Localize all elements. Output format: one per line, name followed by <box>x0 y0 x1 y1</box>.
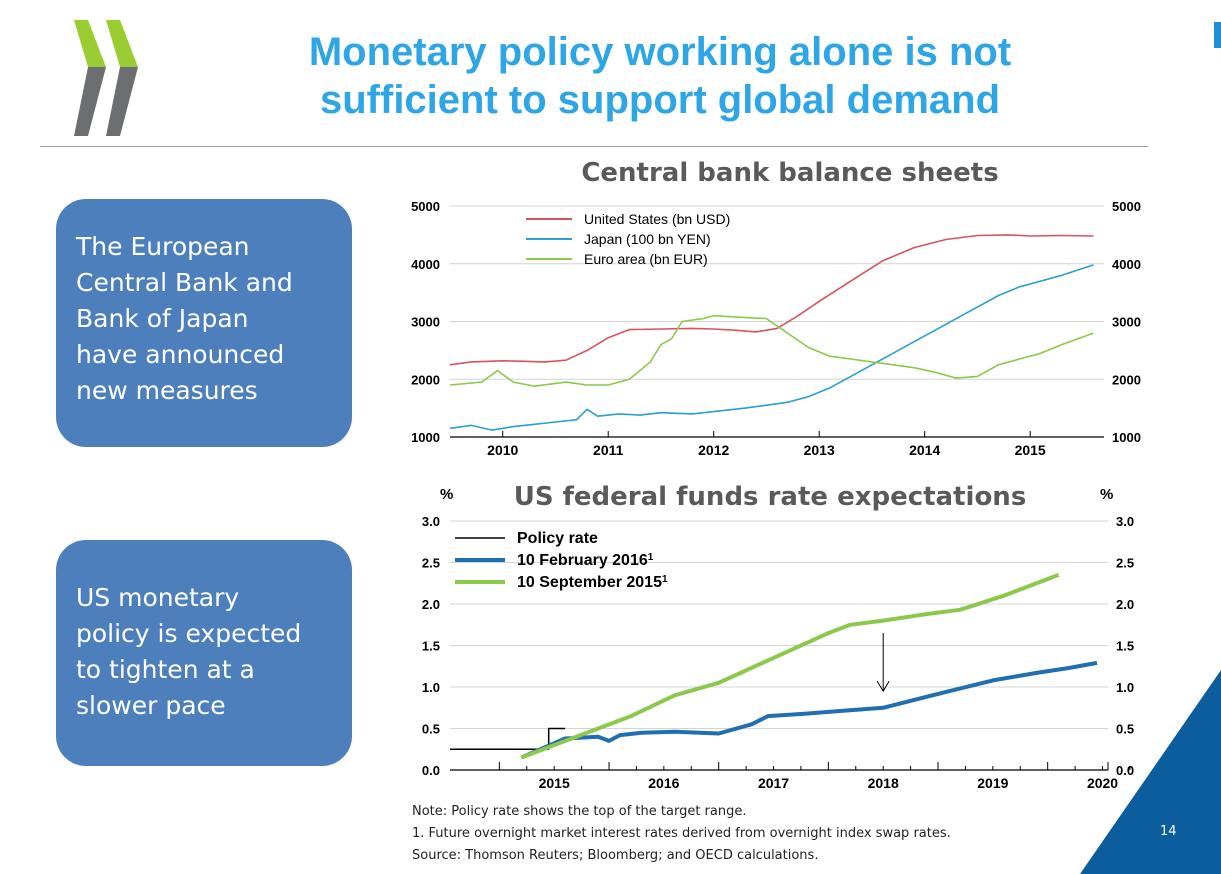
callout-line: slower pace <box>76 691 226 720</box>
title-line-2: sufficient to support global demand <box>320 78 1000 122</box>
x-tick-label: 2014 <box>909 442 940 458</box>
oecd-logo <box>74 20 138 136</box>
y-tick-label-left: 0.0 <box>422 763 440 778</box>
callout-line: US monetary <box>76 583 240 612</box>
legend-label: Japan (100 bn YEN) <box>584 231 711 247</box>
page-number: 14 <box>1160 824 1177 839</box>
chart1-title: Central bank balance sheets <box>581 158 999 188</box>
y-tick-label-right: 3000 <box>1112 315 1141 330</box>
callout-line: The European <box>76 232 250 261</box>
callout-box-us-policy: US monetary policy is expected to tighte… <box>56 540 352 766</box>
y-tick-label-left: 3000 <box>411 315 440 330</box>
blue-tab-decoration <box>1214 22 1221 48</box>
slide-title: Monetary policy working alone is not suf… <box>180 28 1140 124</box>
y-tick-label-left: 4000 <box>411 257 440 272</box>
logo-grey-chevron-right <box>106 67 138 136</box>
chart-notes: Note: Policy rate shows the top of the t… <box>412 801 951 867</box>
y-tick-label-right: 1000 <box>1112 430 1141 445</box>
note-line: Note: Policy rate shows the top of the t… <box>412 804 747 819</box>
x-tick-label: 2015 <box>1015 442 1046 458</box>
callout-line: Bank of Japan <box>76 304 249 333</box>
series-line-1 <box>449 264 1094 431</box>
y-tick-label-right: 3.0 <box>1116 514 1134 529</box>
callout-box-ecb-boj: The European Central Bank and Bank of Ja… <box>56 199 352 447</box>
y-tick-label-left: 2.5 <box>422 556 440 571</box>
series-line-0 <box>449 234 1094 366</box>
note-line: Source: Thomson Reuters; Bloomberg; and … <box>412 848 819 863</box>
y-tick-label-right: 2000 <box>1112 372 1141 387</box>
legend-label: 10 September 20151 <box>517 574 668 592</box>
title-line-1: Monetary policy working alone is not <box>308 30 1012 74</box>
y-tick-label-right: 1.0 <box>1116 680 1134 695</box>
callout-line: Central Bank and <box>76 268 293 297</box>
x-tick-label: 2018 <box>868 775 899 791</box>
callout-line: have announced <box>76 340 285 369</box>
y-tick-label-left: 1.0 <box>422 680 440 695</box>
callout-line: policy is expected <box>76 619 302 648</box>
y-tick-label-left: 1.5 <box>422 639 440 654</box>
logo-green-chevron-left <box>74 20 106 67</box>
logo-grey-chevron-left <box>74 67 106 136</box>
series-line-2 <box>520 573 1060 760</box>
annotation-arrow-head <box>876 680 890 693</box>
y-tick-label-left: 5000 <box>411 199 440 214</box>
x-tick-label: 2016 <box>648 775 679 791</box>
chart2-right-unit: % <box>1100 486 1114 503</box>
callout-line: to tighten at a <box>76 655 255 684</box>
x-tick-label: 2013 <box>804 442 835 458</box>
x-tick-label: 2017 <box>758 775 789 791</box>
legend-label: 10 February 20161 <box>517 552 654 570</box>
x-tick-label: 2019 <box>977 775 1008 791</box>
callout-line: new measures <box>76 376 258 405</box>
y-tick-label-right: 2.0 <box>1116 597 1134 612</box>
balance-sheets-chart: 1000 1000 2000 2000 3000 3000 4000 4000 5000 5000… <box>411 199 1141 458</box>
y-tick-label-left: 3.0 <box>422 514 440 529</box>
legend-footnote: 1 <box>662 574 668 585</box>
y-tick-label-left: 2.0 <box>422 597 440 612</box>
chart2-title: US federal funds rate expectations <box>513 482 1027 512</box>
y-tick-label-left: 2000 <box>411 372 440 387</box>
series-line-0 <box>450 727 566 751</box>
legend-footnote: 1 <box>648 552 654 563</box>
legend-label: Policy rate <box>517 530 598 547</box>
series-line-2 <box>449 314 1094 387</box>
y-tick-label-left: 0.5 <box>422 722 440 737</box>
x-tick-label: 2020 <box>1087 775 1118 791</box>
y-tick-label-right: 0.5 <box>1116 722 1134 737</box>
y-tick-label-left: 1000 <box>411 430 440 445</box>
series-line-1 <box>520 660 1098 760</box>
x-tick-label: 2015 <box>539 775 570 791</box>
chart2-left-unit: % <box>440 486 454 503</box>
x-tick-label: 2012 <box>698 442 729 458</box>
y-tick-label-right: 5000 <box>1112 199 1141 214</box>
x-tick-label: 2011 <box>593 442 624 458</box>
title-divider <box>40 146 1148 147</box>
corner-decoration <box>1080 670 1221 874</box>
logo-green-chevron-right <box>106 20 138 67</box>
legend-label: Euro area (bn EUR) <box>584 251 708 267</box>
y-tick-label-right: 4000 <box>1112 257 1141 272</box>
fed-funds-chart: 0.0 0.00.5 0.51.0 1.01.5 1.52.0 2.02.5 2.53.0 3… <box>422 514 1134 791</box>
x-tick-label: 2010 <box>487 442 518 458</box>
legend-label: United States (bn USD) <box>584 211 730 227</box>
y-tick-label-right: 1.5 <box>1116 639 1134 654</box>
note-line: 1. Future overnight market interest rate… <box>412 826 951 841</box>
y-tick-label-right: 2.5 <box>1116 556 1134 571</box>
